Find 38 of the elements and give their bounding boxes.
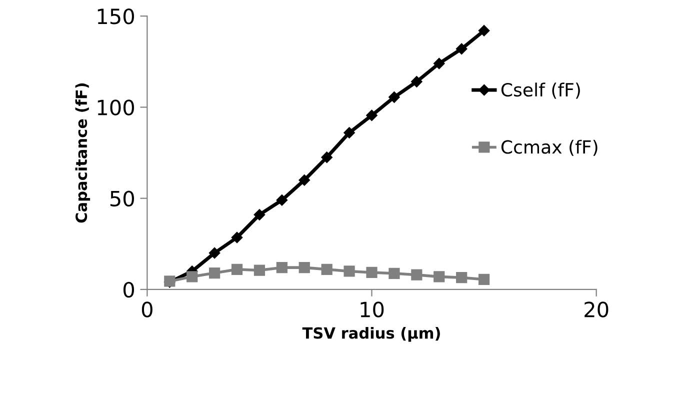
point <box>388 268 400 279</box>
point <box>231 232 243 244</box>
point <box>254 209 266 220</box>
y-tick-label: 150 <box>98 8 134 24</box>
point <box>254 264 266 276</box>
point <box>411 269 422 280</box>
legend-label: Cself (fF) <box>501 82 580 99</box>
point <box>388 92 400 103</box>
legend-label: Ccmax (fF) <box>501 140 598 156</box>
point <box>209 267 220 279</box>
point <box>411 76 422 88</box>
point <box>276 194 288 206</box>
y-tick-label: 100 <box>98 100 134 116</box>
point <box>366 110 378 122</box>
y-axis-title: Capacitance (fF) <box>75 83 90 223</box>
point <box>321 264 332 275</box>
point <box>366 266 378 278</box>
point <box>434 58 445 70</box>
point <box>456 43 468 54</box>
x-axis-title: TSV radius (µm) <box>302 326 440 342</box>
point <box>478 25 490 36</box>
x-tick-label: 0 <box>142 302 152 318</box>
point <box>186 271 198 282</box>
point <box>344 266 355 277</box>
point <box>276 262 288 274</box>
point <box>298 174 310 186</box>
x-tick-label: 10 <box>360 302 384 318</box>
point <box>434 271 445 282</box>
point <box>231 264 243 275</box>
point <box>321 152 332 163</box>
point <box>208 247 220 259</box>
x-tick-label: 20 <box>584 302 608 318</box>
point <box>344 127 355 138</box>
y-tick-label: 50 <box>110 190 134 207</box>
point <box>298 262 310 274</box>
point <box>456 272 468 284</box>
y-tick-label: 0 <box>123 282 134 298</box>
point <box>478 274 490 285</box>
